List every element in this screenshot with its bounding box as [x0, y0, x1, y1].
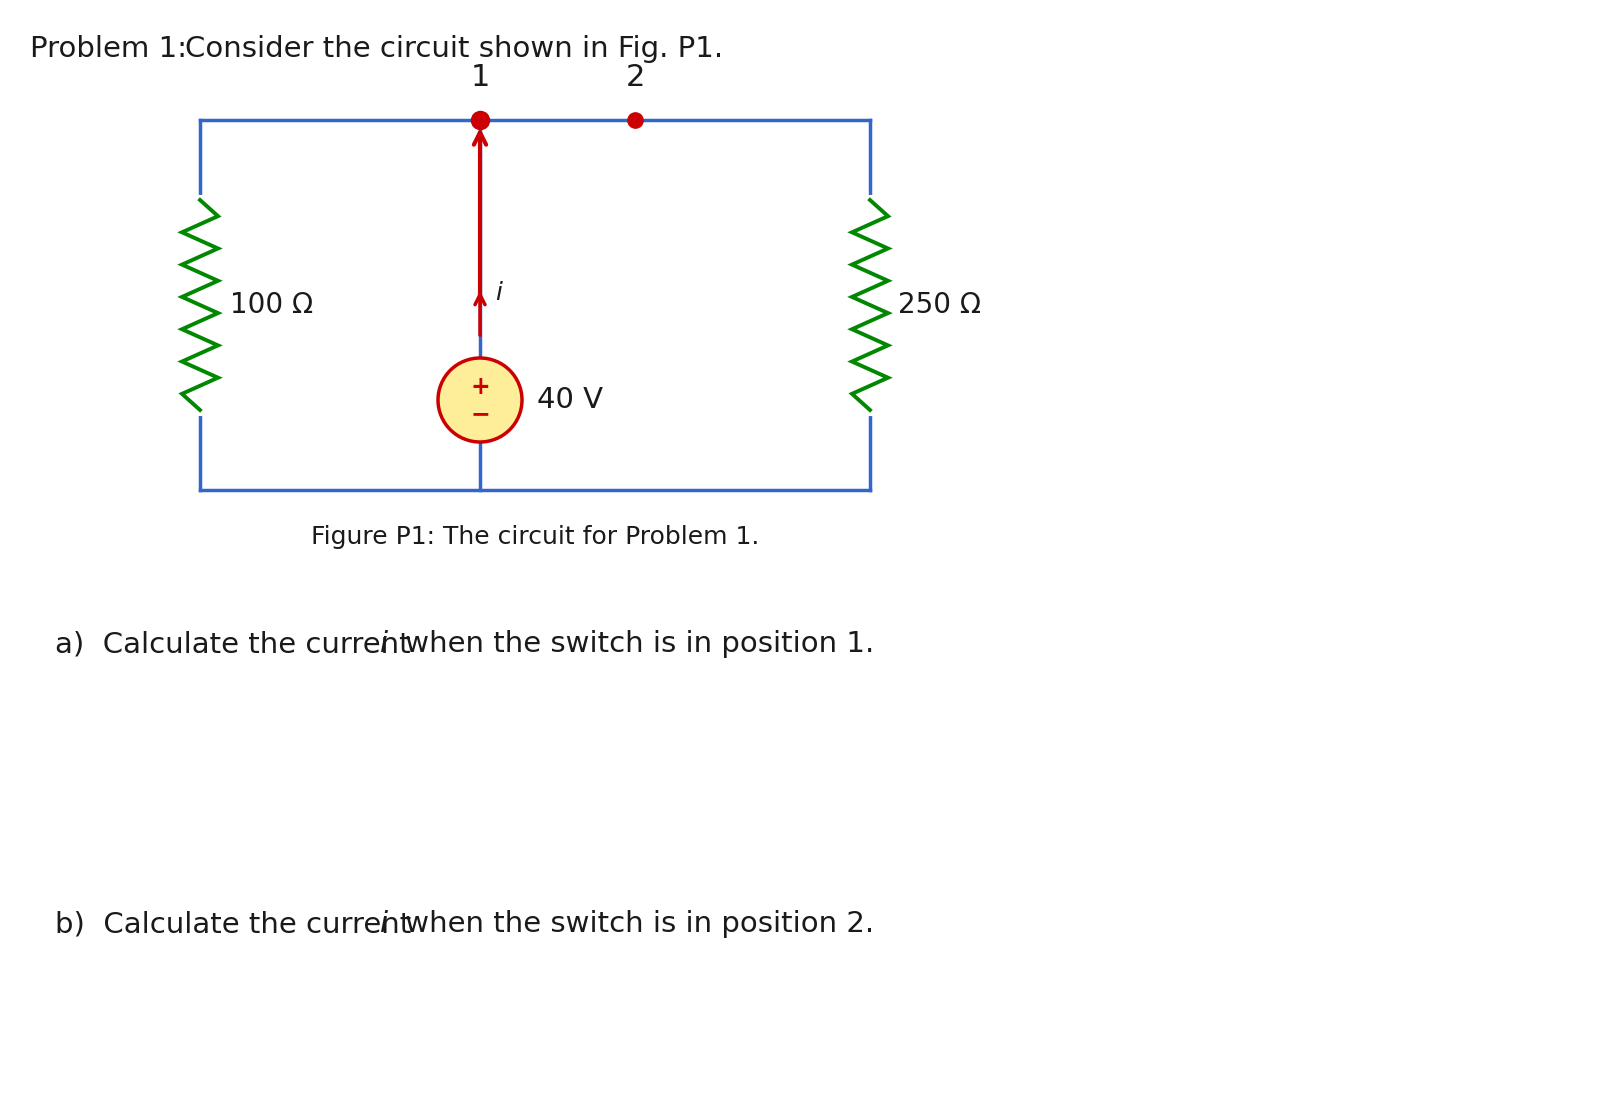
Text: Problem 1:: Problem 1: — [31, 35, 186, 63]
Text: Figure P1: The circuit for Problem 1.: Figure P1: The circuit for Problem 1. — [310, 525, 759, 549]
Text: i: i — [379, 631, 387, 658]
Text: +: + — [469, 375, 490, 399]
Text: 40 V: 40 V — [537, 385, 603, 414]
Text: −: − — [469, 402, 490, 426]
Text: 250 Ω: 250 Ω — [897, 291, 980, 319]
Text: when the switch is in position 1.: when the switch is in position 1. — [395, 631, 874, 658]
Text: 100 Ω: 100 Ω — [230, 291, 313, 319]
Text: 2: 2 — [625, 63, 644, 92]
Text: when the switch is in position 2.: when the switch is in position 2. — [395, 910, 874, 938]
Text: b)  Calculate the current: b) Calculate the current — [55, 910, 421, 938]
Text: i: i — [495, 281, 501, 305]
Text: Consider the circuit shown in Fig. P1.: Consider the circuit shown in Fig. P1. — [185, 35, 723, 63]
Circle shape — [437, 358, 522, 442]
Text: a)  Calculate the current: a) Calculate the current — [55, 631, 419, 658]
Text: i: i — [379, 910, 387, 938]
Text: 1: 1 — [469, 63, 490, 92]
